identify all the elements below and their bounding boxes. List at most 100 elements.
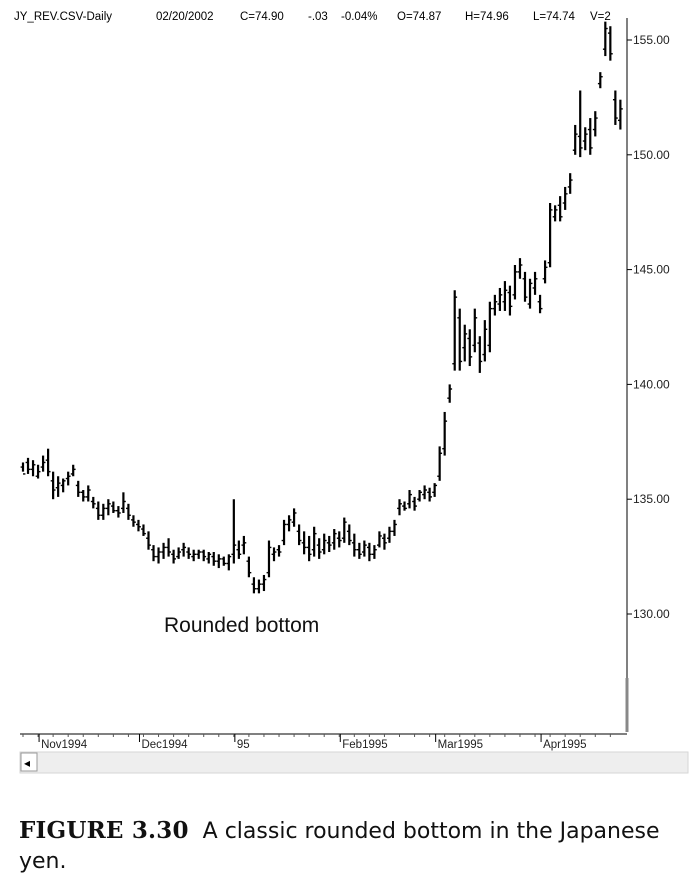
x-tick-label: Dec1994 — [141, 739, 188, 751]
ohlc-bar — [361, 540, 367, 557]
ohlc-bar — [567, 173, 573, 194]
ohlc-bar — [351, 533, 357, 557]
y-tick-label: 130.00 — [633, 607, 670, 621]
ohlc-bar — [311, 526, 317, 557]
ohlc-bar — [321, 533, 327, 555]
ohlc-bar — [572, 124, 578, 155]
y-tick-label: 140.00 — [633, 377, 670, 391]
ohlc-bar — [60, 478, 66, 493]
ohlc-bar — [65, 471, 71, 486]
y-tick-label: 150.00 — [633, 148, 670, 162]
ohlc-bar — [110, 501, 116, 513]
ohlc-bar — [497, 287, 503, 311]
ohlc-bar — [397, 499, 402, 516]
ohlc-bar — [492, 294, 498, 316]
ohlc-bar — [121, 492, 126, 513]
ohlc-bar — [291, 508, 297, 527]
scrollbar-track[interactable] — [19, 751, 689, 774]
ohlc-bar — [231, 499, 237, 564]
ohlc-bar — [412, 496, 417, 511]
ohlc-bar — [392, 519, 397, 536]
x-axis-ticks: Nov1994 Dec1994 95 Feb1995 Mar1995 Apr1995 — [22, 734, 611, 751]
ohlc-bar — [462, 324, 468, 362]
ohlc-bar — [281, 519, 287, 546]
ohlc-bar — [276, 545, 282, 557]
header-change: -.03 — [308, 11, 328, 23]
ohlc-bar — [201, 549, 207, 562]
ohlc-bar — [597, 72, 603, 89]
scroll-left-button[interactable]: ◂ — [20, 752, 38, 772]
ohlc-bar — [552, 205, 558, 222]
ohlc-bar — [402, 501, 407, 511]
ohlc-bar — [115, 506, 121, 518]
ohlc-bar — [557, 196, 563, 222]
ohlc-bar — [336, 531, 342, 548]
ohlc-bar — [85, 485, 91, 502]
header-open: O=74.87 — [397, 11, 441, 23]
ohlc-bar — [587, 118, 593, 155]
ohlc-bar — [45, 448, 51, 477]
ohlc-bar — [527, 278, 533, 309]
ohlc-bar — [271, 547, 277, 562]
header-high: H=74.96 — [465, 11, 509, 23]
ohlc-bar — [612, 90, 618, 125]
figure-caption: FIGURE 3.30 A classic rounded bottom in t… — [19, 816, 679, 877]
ohlc-bar — [427, 487, 433, 502]
x-tick-label: Apr1995 — [543, 739, 586, 751]
ohlc-bar — [487, 301, 493, 353]
ohlc-bar — [186, 547, 192, 559]
ohlc-bar — [286, 515, 292, 532]
ohlc-bar — [422, 485, 427, 500]
ohlc-bar — [502, 281, 508, 311]
ohlc-bar — [256, 579, 262, 594]
ohlc-bar — [211, 552, 217, 566]
y-tick-label: 145.00 — [633, 263, 670, 277]
ohlc-bar — [457, 308, 463, 371]
ohlc-bar — [261, 574, 267, 592]
ohlc-bar — [30, 460, 36, 477]
ohlc-bar — [306, 535, 312, 562]
rounded-bottom-annotation: Rounded bottom — [164, 614, 319, 637]
ohlc-bar — [582, 127, 588, 151]
ohlc-bar — [40, 455, 46, 472]
ohlc-bar — [522, 271, 528, 302]
ohlc-bar — [326, 535, 332, 553]
ohlc-bar — [452, 290, 458, 371]
ohlc-bar — [25, 457, 31, 474]
x-tick-label: 95 — [237, 739, 250, 751]
header-volume: V=2 — [590, 11, 611, 23]
y-axis-ticks: 130.00 135.00 140.00 145.00 150.00 155.00 — [627, 33, 670, 621]
ohlc-bar — [562, 186, 568, 210]
y-tick-label: 135.00 — [633, 492, 670, 506]
x-tick-label: Feb1995 — [342, 739, 387, 751]
ohlc-bar — [95, 501, 101, 520]
ohlc-bar — [407, 490, 412, 509]
ohlc-bar — [146, 531, 151, 550]
ohlc-bar — [532, 271, 538, 295]
ohlc-bar — [442, 411, 448, 456]
ohlc-bar — [387, 526, 392, 543]
ohlc-bar — [100, 503, 106, 520]
ohlc-bar — [171, 549, 176, 564]
ohlc-bar — [296, 524, 302, 546]
x-tick-label: Mar1995 — [438, 739, 483, 751]
ohlc-bar — [447, 384, 453, 403]
ohlc-bar — [617, 99, 623, 130]
ohlc-bar — [266, 540, 272, 578]
ohlc-bar — [105, 499, 111, 516]
ohlc-bar — [356, 542, 362, 559]
header-low: L=74.74 — [533, 11, 575, 23]
ohlc-bar — [156, 547, 161, 564]
ohlc-bar — [176, 547, 182, 559]
ohlc-bar — [377, 531, 382, 548]
horizontal-scrollbar[interactable]: ◂ — [19, 751, 689, 774]
ohlc-bar — [151, 545, 156, 562]
ohlc-bar — [301, 531, 307, 555]
ohlc-bar — [341, 517, 347, 543]
header-symbol: JY_REV.CSV-Daily — [14, 11, 112, 23]
ohlc-bar — [136, 519, 141, 532]
ohlc-bar — [592, 111, 598, 137]
ohlc-bar — [482, 320, 488, 362]
ohlc-bar — [467, 329, 473, 367]
ohlc-bar — [161, 542, 166, 559]
